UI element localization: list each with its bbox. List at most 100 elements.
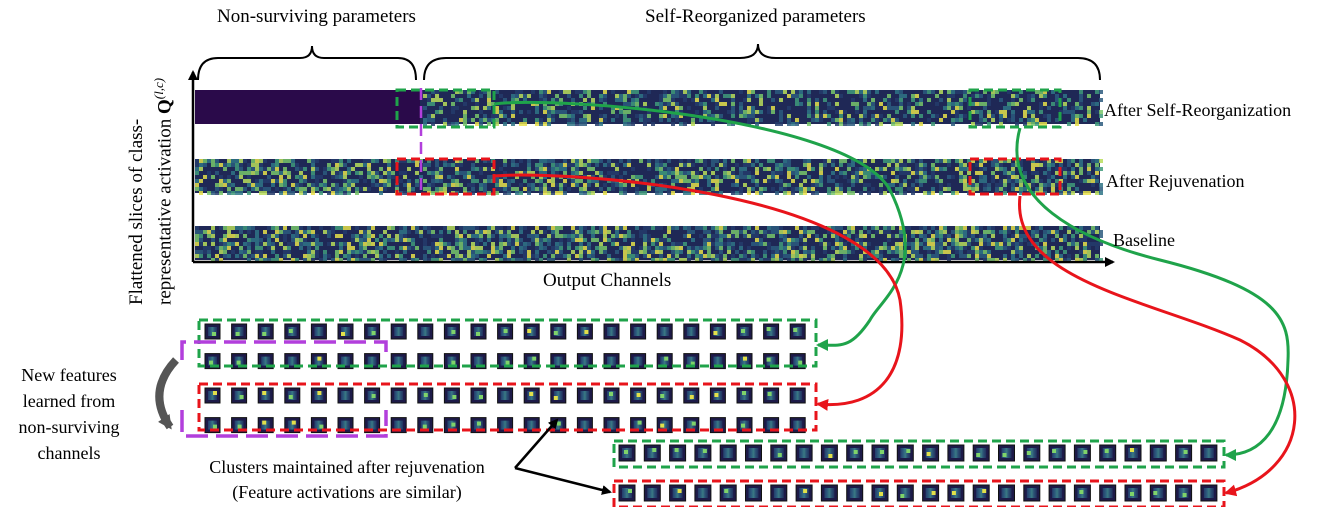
- band-cell: [895, 234, 899, 238]
- band-cell: [447, 246, 451, 250]
- band-cell: [375, 159, 379, 163]
- band-cell: [199, 167, 203, 171]
- band-cell: [343, 171, 347, 175]
- band-cell: [767, 179, 771, 183]
- band-cell: [663, 106, 667, 110]
- band-cell: [927, 118, 931, 122]
- band-cell: [979, 254, 983, 258]
- band-cell: [867, 242, 871, 246]
- band-cell: [787, 118, 791, 122]
- band-cell: [955, 106, 959, 110]
- band-cell: [791, 254, 795, 258]
- band-cell: [439, 167, 443, 171]
- band-cell: [679, 122, 683, 126]
- band-cell: [539, 238, 543, 242]
- band-cell: [235, 226, 239, 230]
- band-cell: [207, 191, 211, 195]
- band-cell: [739, 230, 743, 234]
- band-cell: [683, 122, 687, 126]
- band-cell: [815, 110, 819, 114]
- band-cell: [875, 118, 879, 122]
- band-cell: [339, 159, 343, 163]
- filter-cell-inner: [793, 327, 803, 336]
- band-cell: [691, 163, 695, 167]
- band-cell: [779, 246, 783, 250]
- band-cell: [983, 90, 987, 94]
- band-cell: [895, 122, 899, 126]
- band-cell: [491, 234, 495, 238]
- band-cell: [995, 183, 999, 187]
- band-cell: [787, 122, 791, 126]
- band-cell: [1063, 238, 1067, 242]
- band-cell: [703, 242, 707, 246]
- band-cell: [795, 250, 799, 254]
- band-cell: [627, 258, 631, 262]
- band-cell: [207, 230, 211, 234]
- band-cell: [695, 159, 699, 163]
- band-cell: [1067, 171, 1071, 175]
- band-cell: [227, 159, 231, 163]
- band-cell: [611, 183, 615, 187]
- band-cell: [1019, 191, 1023, 195]
- y-axis-superscript: (l,c): [151, 77, 166, 100]
- band-cell: [819, 179, 823, 183]
- band-cell: [443, 118, 447, 122]
- band-cell: [1083, 234, 1087, 238]
- band-cell: [559, 226, 563, 230]
- filter-cell-inner: [234, 327, 244, 336]
- band-cell: [347, 250, 351, 254]
- band-cell: [595, 163, 599, 167]
- band-cell: [515, 187, 519, 191]
- band-cell: [743, 234, 747, 238]
- band-cell: [419, 234, 423, 238]
- band-cell: [451, 175, 455, 179]
- band-cell: [503, 114, 507, 118]
- band-cell: [443, 187, 447, 191]
- band-cell: [1095, 191, 1099, 195]
- filter-cell-highlight: [262, 332, 267, 336]
- band-cell: [703, 94, 707, 98]
- band-cell: [527, 191, 531, 195]
- band-cell: [527, 110, 531, 114]
- band-cell: [963, 230, 967, 234]
- band-cell: [1011, 94, 1015, 98]
- band-cell: [723, 254, 727, 258]
- band-cell: [899, 102, 903, 106]
- band-cell: [275, 179, 279, 183]
- band-cell: [1035, 171, 1039, 175]
- band-cell: [687, 246, 691, 250]
- band-cell: [1015, 175, 1019, 179]
- selection-box-red-left: [395, 157, 496, 196]
- filter-cell-inner: [394, 356, 404, 366]
- filter-cell-highlight: [689, 395, 694, 399]
- band-cell: [443, 102, 447, 106]
- band-cell: [1055, 159, 1059, 163]
- band-cell: [499, 258, 503, 262]
- band-cell: [699, 175, 703, 179]
- band-cell: [931, 238, 935, 242]
- band-cell: [723, 94, 727, 98]
- band-cell: [659, 159, 663, 163]
- band-cell: [519, 246, 523, 250]
- band-cell: [571, 250, 575, 254]
- band-cell: [791, 242, 795, 246]
- band-cell: [1043, 171, 1047, 175]
- band-cell: [815, 106, 819, 110]
- band-cell: [1011, 98, 1015, 102]
- band-cell: [291, 238, 295, 242]
- band-cell: [375, 183, 379, 187]
- band-cell: [511, 114, 515, 118]
- band-cell: [1043, 246, 1047, 250]
- band-cell: [719, 242, 723, 246]
- band-cell: [511, 98, 515, 102]
- band-cell: [451, 179, 455, 183]
- band-cell: [611, 187, 615, 191]
- band-cell: [743, 167, 747, 171]
- band-cell: [1055, 118, 1059, 122]
- band-cell: [459, 234, 463, 238]
- band-cell: [1007, 246, 1011, 250]
- band-cell: [471, 183, 475, 187]
- band-cell: [999, 242, 1003, 246]
- band-cell: [715, 258, 719, 262]
- band-cell: [507, 183, 511, 187]
